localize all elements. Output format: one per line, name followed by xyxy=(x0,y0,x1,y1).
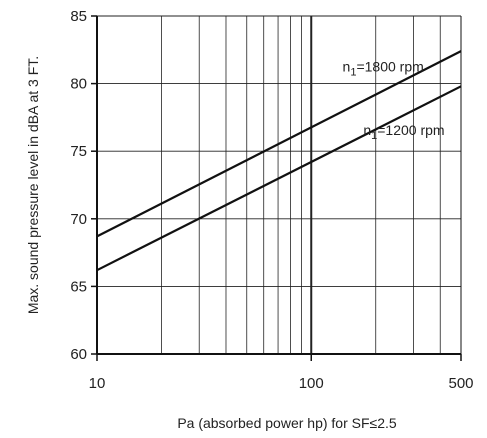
series-label-1800: n1=1800 rpm xyxy=(343,59,424,79)
series-line-1 xyxy=(96,85,462,272)
series-label-1200: n1=1200 rpm xyxy=(363,122,444,142)
series-lines xyxy=(96,50,462,272)
y-tick-label: 70 xyxy=(70,211,87,228)
x-axis-label: Pa (absorbed power hp) for SF≤2.5 xyxy=(177,415,397,431)
x-tick-label: 100 xyxy=(299,375,324,392)
x-tick-label: 10 xyxy=(89,375,106,392)
y-axis-label: Max. sound pressure level in dBA at 3 FT… xyxy=(25,56,41,314)
y-tick-label: 60 xyxy=(70,346,87,363)
y-tick-label: 80 xyxy=(70,76,87,93)
x-tick-label: 500 xyxy=(448,375,473,392)
series-line-0 xyxy=(96,50,462,238)
y-tick-label: 65 xyxy=(70,278,87,295)
y-tick-label: 85 xyxy=(70,8,87,25)
y-tick-labels: 60 65 70 75 80 85 xyxy=(70,8,87,363)
series-labels: n1=1800 rpm n1=1200 rpm xyxy=(343,59,445,143)
plot-frame xyxy=(91,15,462,361)
y-tick-label: 75 xyxy=(70,143,87,160)
x-tick-labels: 10 100 500 xyxy=(89,375,474,392)
